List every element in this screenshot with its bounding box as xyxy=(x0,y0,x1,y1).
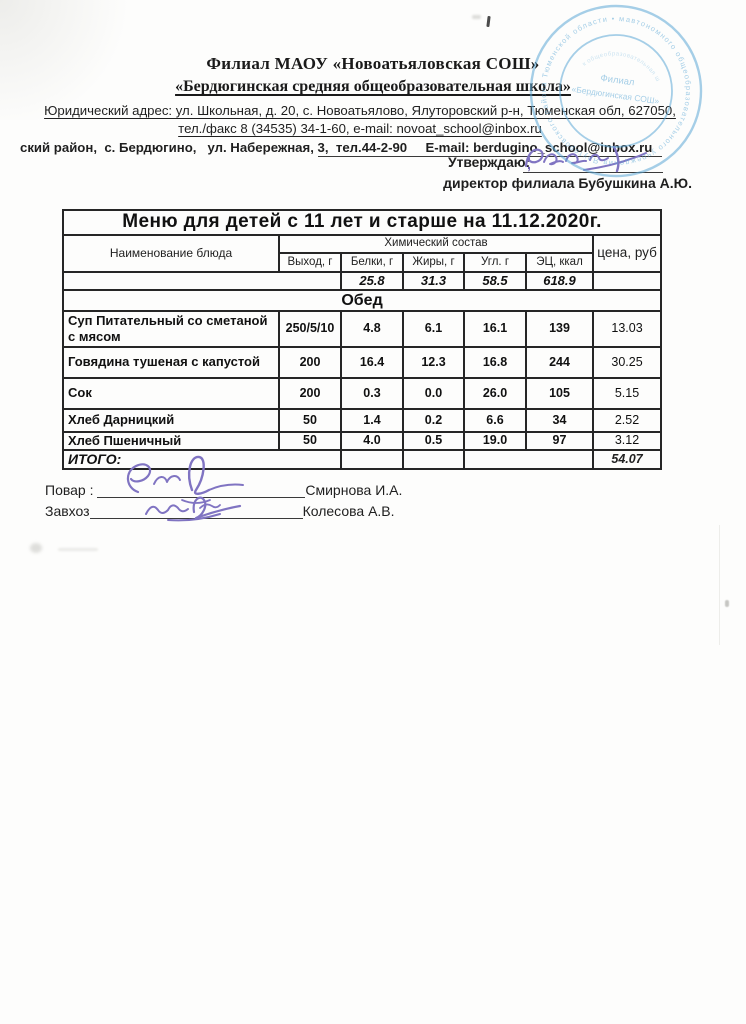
table-row: Хлеб Пшеничный 50 4.0 0.5 19.0 97 3.12 xyxy=(62,430,663,451)
scan-speck xyxy=(725,600,729,607)
section-header-lunch: Обед xyxy=(61,288,663,312)
menu-table: Меню для детей с 11 лет и старше на 11.1… xyxy=(61,209,663,470)
dish-protein: 4.0 xyxy=(340,430,404,451)
scan-smudge xyxy=(58,548,98,551)
dish-protein: 1.4 xyxy=(340,407,404,433)
col-header-price: цена, руб xyxy=(591,234,663,273)
dish-kcal: 97 xyxy=(525,430,594,451)
dish-fat: 0.5 xyxy=(402,430,465,451)
approve-label: Утверждаю: xyxy=(448,155,531,170)
dish-protein: 0.3 xyxy=(340,376,404,410)
dish-output: 50 xyxy=(278,430,342,451)
dish-fat: 12.3 xyxy=(402,345,465,379)
org-name-line2: «Бердюгинская средняя общеобразовательна… xyxy=(175,78,571,95)
menu-title: Меню для детей с 11 лет и старше на 11.1… xyxy=(61,209,663,236)
cook-name: Смирнова И.А. xyxy=(305,482,403,498)
org-name-line1: Филиал МАОУ «Новоатьяловская СОШ» xyxy=(206,54,540,73)
dish-output: 200 xyxy=(278,376,342,410)
empty-cell xyxy=(402,448,465,470)
col-header-kcal: ЭЦ, ккал xyxy=(525,252,594,273)
legal-address-line: Юридический адрес: ул. Школьная, д. 20, … xyxy=(44,103,676,118)
scan-edge-line xyxy=(719,525,720,645)
cook-label: Повар : xyxy=(45,482,98,498)
dish-kcal: 105 xyxy=(525,376,594,410)
steward-label: Завхоз xyxy=(45,503,90,519)
dish-price: 30.25 xyxy=(591,345,663,379)
sum-fat: 31.3 xyxy=(402,271,465,291)
totals-summary-row: 25.8 31.3 58.5 618.9 xyxy=(62,271,663,291)
dish-output: 200 xyxy=(278,345,342,379)
col-header-protein: Белки, г xyxy=(340,252,404,273)
col-header-output: Выход, г xyxy=(278,252,342,273)
sum-protein: 25.8 xyxy=(340,271,404,291)
dish-fat: 0.2 xyxy=(402,407,465,433)
empty-cell xyxy=(463,448,594,470)
scan-speck xyxy=(486,15,491,28)
dish-carbs: 6.6 xyxy=(463,407,527,433)
steward-name: Колесова А.В. xyxy=(302,503,395,519)
director-title-line: директор филиала Бубушкина А.Ю. xyxy=(443,175,692,191)
scan-speck xyxy=(472,15,481,19)
dish-kcal: 34 xyxy=(525,407,594,433)
dish-carbs: 16.8 xyxy=(463,345,527,379)
dish-output: 50 xyxy=(278,407,342,433)
director-signature-ink xyxy=(524,145,647,173)
phone-email-line: тел./факс 8 (34535) 34-1-60, e-mail: nov… xyxy=(178,121,542,136)
branch-address-street: ул. Набережная, 3, тел.44-2-90 xyxy=(207,140,426,155)
dish-name: Хлеб Дарницкий xyxy=(62,407,280,433)
col-header-dish-name: Наименование блюда xyxy=(62,234,280,273)
table-row: Суп Питательный со сметаной с мясом 250/… xyxy=(62,309,663,348)
dish-price: 3.12 xyxy=(591,430,663,451)
dish-carbs: 19.0 xyxy=(463,430,527,451)
table-row: Хлеб Дарницкий 50 1.4 0.2 6.6 34 2.52 xyxy=(62,407,663,433)
dish-name: Суп Питательный со сметаной с мясом xyxy=(62,309,280,348)
col-header-chemical: Химический состав xyxy=(278,234,594,254)
dish-name: Хлеб Пшеничный xyxy=(62,430,280,451)
branch-address-left: ский район, с. Бердюгино, xyxy=(20,140,208,155)
steward-signature-ink xyxy=(145,496,242,522)
dish-protein: 4.8 xyxy=(340,309,404,348)
underline-rule-address xyxy=(318,156,662,157)
table-row: Сок 200 0.3 0.0 26.0 105 5.15 xyxy=(62,376,663,410)
scan-smudge xyxy=(30,543,42,553)
dish-kcal: 139 xyxy=(525,309,594,348)
dish-carbs: 16.1 xyxy=(463,309,527,348)
empty-cell xyxy=(62,271,342,291)
dish-output: 250/5/10 xyxy=(278,309,342,348)
cook-signature-ink xyxy=(126,455,244,504)
sum-kcal: 618.9 xyxy=(525,271,594,291)
dish-price: 2.52 xyxy=(591,407,663,433)
col-header-carbs: Угл. г xyxy=(463,252,527,273)
dish-price: 5.15 xyxy=(591,376,663,410)
dish-price: 13.03 xyxy=(591,309,663,348)
sum-carbs: 58.5 xyxy=(463,271,527,291)
dish-name: Говядина тушеная с капустой xyxy=(62,345,280,379)
ink-dot: , xyxy=(527,156,531,172)
empty-cell xyxy=(340,448,404,470)
dish-fat: 0.0 xyxy=(402,376,465,410)
empty-cell xyxy=(591,271,663,291)
dish-protein: 16.4 xyxy=(340,345,404,379)
dish-carbs: 26.0 xyxy=(463,376,527,410)
dish-name: Сок xyxy=(62,376,280,410)
total-price: 54.07 xyxy=(591,448,663,470)
dish-fat: 6.1 xyxy=(402,309,465,348)
col-header-fat: Жиры, г xyxy=(402,252,465,273)
table-row: Говядина тушеная с капустой 200 16.4 12.… xyxy=(62,345,663,379)
dish-kcal: 244 xyxy=(525,345,594,379)
